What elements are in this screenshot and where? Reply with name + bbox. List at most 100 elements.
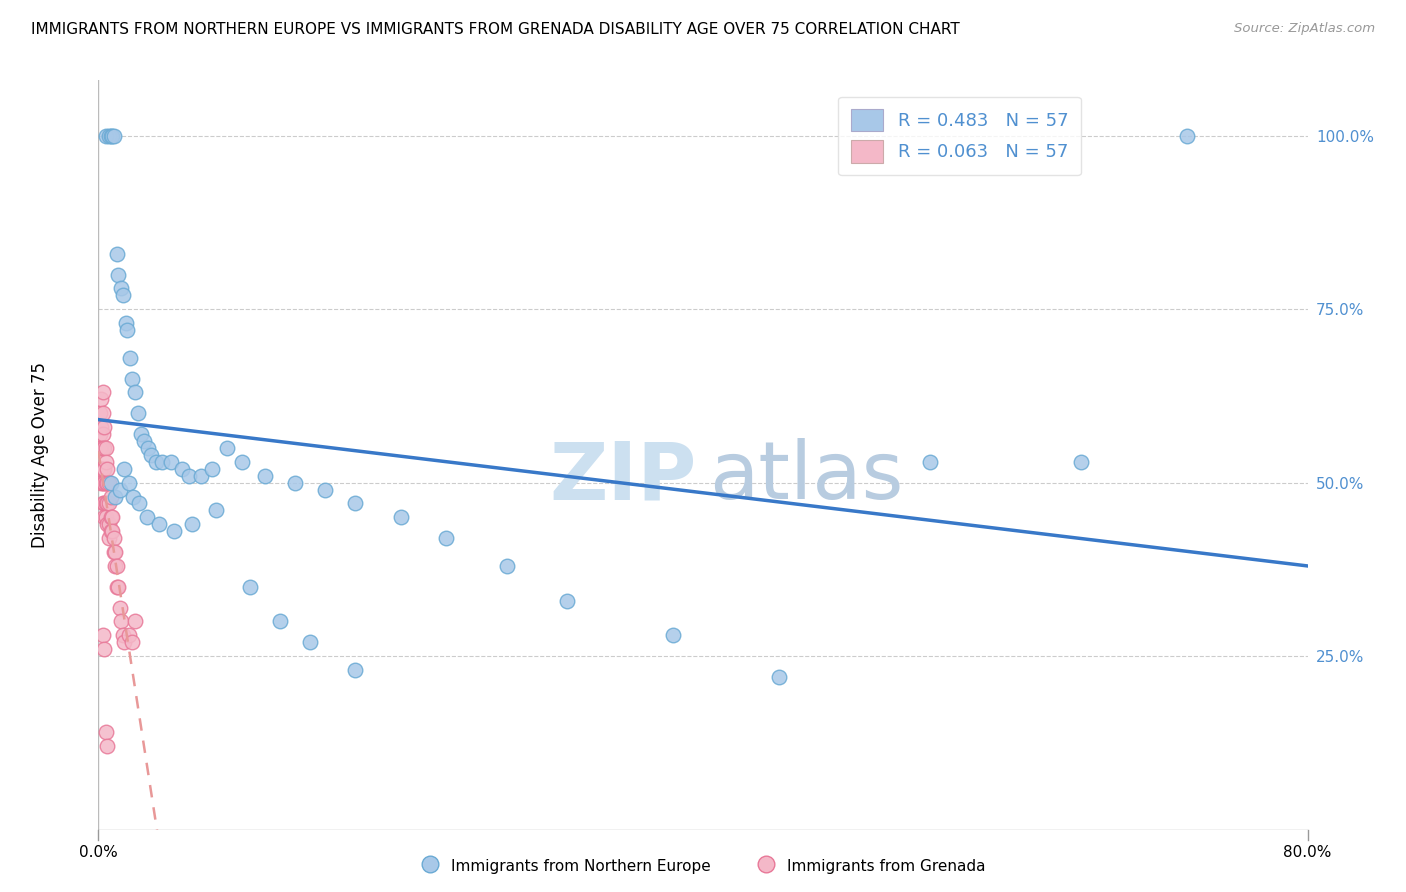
Point bbox=[114, 316, 136, 330]
Point bbox=[150, 455, 173, 469]
Point bbox=[98, 496, 121, 510]
Point bbox=[118, 628, 141, 642]
Point bbox=[269, 615, 291, 629]
Point bbox=[160, 455, 183, 469]
Point bbox=[98, 531, 121, 545]
Point bbox=[94, 725, 117, 739]
Point bbox=[122, 490, 145, 504]
Point bbox=[89, 406, 111, 420]
Point bbox=[344, 496, 367, 510]
Point bbox=[104, 490, 127, 504]
Point bbox=[110, 615, 132, 629]
Point bbox=[89, 427, 111, 442]
Point bbox=[100, 524, 122, 539]
Point bbox=[98, 475, 121, 490]
Point bbox=[93, 462, 115, 476]
Point bbox=[91, 406, 114, 420]
Point bbox=[91, 475, 114, 490]
Point bbox=[148, 517, 170, 532]
Point bbox=[141, 448, 163, 462]
Point bbox=[181, 517, 204, 532]
Point bbox=[231, 455, 253, 469]
Text: 80.0%: 80.0% bbox=[1284, 845, 1331, 860]
Point bbox=[98, 128, 121, 143]
Point bbox=[121, 635, 143, 649]
Point bbox=[105, 246, 128, 260]
Point bbox=[163, 524, 186, 539]
Point bbox=[495, 558, 517, 573]
Text: Source: ZipAtlas.com: Source: ZipAtlas.com bbox=[1234, 22, 1375, 36]
Point bbox=[115, 323, 138, 337]
Point bbox=[103, 128, 125, 143]
Point bbox=[90, 392, 112, 407]
Point bbox=[94, 475, 117, 490]
Point bbox=[100, 475, 122, 490]
Point bbox=[90, 441, 112, 455]
Point bbox=[253, 468, 276, 483]
Point bbox=[314, 483, 336, 497]
Point bbox=[96, 475, 118, 490]
Point bbox=[103, 545, 125, 559]
Point bbox=[128, 496, 150, 510]
Point bbox=[1175, 128, 1198, 143]
Point bbox=[104, 545, 127, 559]
Point bbox=[555, 593, 578, 607]
Point bbox=[96, 462, 118, 476]
Point bbox=[94, 441, 117, 455]
Point bbox=[145, 455, 167, 469]
Point bbox=[100, 510, 122, 524]
Legend: Immigrants from Northern Europe, Immigrants from Grenada: Immigrants from Northern Europe, Immigra… bbox=[415, 852, 991, 880]
Point bbox=[93, 441, 115, 455]
Point bbox=[170, 462, 193, 476]
Point bbox=[129, 427, 152, 442]
Point bbox=[93, 420, 115, 434]
Point bbox=[299, 635, 322, 649]
Point bbox=[918, 455, 941, 469]
Point bbox=[100, 128, 122, 143]
Point bbox=[105, 558, 128, 573]
Point bbox=[112, 462, 135, 476]
Point bbox=[284, 475, 307, 490]
Text: ZIP: ZIP bbox=[550, 438, 697, 516]
Point bbox=[108, 483, 131, 497]
Point bbox=[179, 468, 201, 483]
Point bbox=[91, 496, 114, 510]
Point bbox=[434, 531, 457, 545]
Point bbox=[101, 128, 124, 143]
Point bbox=[96, 496, 118, 510]
Point bbox=[98, 517, 121, 532]
Point bbox=[118, 475, 141, 490]
Point bbox=[108, 600, 131, 615]
Point bbox=[127, 406, 149, 420]
Point bbox=[389, 510, 412, 524]
Point bbox=[90, 462, 112, 476]
Legend: R = 0.483   N = 57, R = 0.063   N = 57: R = 0.483 N = 57, R = 0.063 N = 57 bbox=[838, 97, 1081, 175]
Point bbox=[120, 351, 142, 365]
Point bbox=[101, 510, 124, 524]
Point bbox=[93, 510, 115, 524]
Point bbox=[101, 524, 124, 539]
Point bbox=[121, 371, 143, 385]
Point bbox=[93, 496, 115, 510]
Point bbox=[1070, 455, 1092, 469]
Point bbox=[215, 441, 238, 455]
Text: Disability Age Over 75: Disability Age Over 75 bbox=[31, 362, 49, 548]
Point bbox=[100, 490, 122, 504]
Point bbox=[91, 427, 114, 442]
Point bbox=[111, 288, 134, 302]
Point bbox=[201, 462, 224, 476]
Point bbox=[124, 615, 146, 629]
Point bbox=[89, 441, 111, 455]
Point bbox=[94, 455, 117, 469]
Point bbox=[91, 441, 114, 455]
Point bbox=[94, 128, 117, 143]
Point bbox=[112, 635, 135, 649]
Point bbox=[661, 628, 683, 642]
Text: IMMIGRANTS FROM NORTHERN EUROPE VS IMMIGRANTS FROM GRENADA DISABILITY AGE OVER 7: IMMIGRANTS FROM NORTHERN EUROPE VS IMMIG… bbox=[31, 22, 960, 37]
Point bbox=[135, 510, 157, 524]
Point bbox=[205, 503, 228, 517]
Point bbox=[91, 628, 114, 642]
Point bbox=[94, 510, 117, 524]
Point bbox=[111, 628, 134, 642]
Point bbox=[90, 420, 112, 434]
